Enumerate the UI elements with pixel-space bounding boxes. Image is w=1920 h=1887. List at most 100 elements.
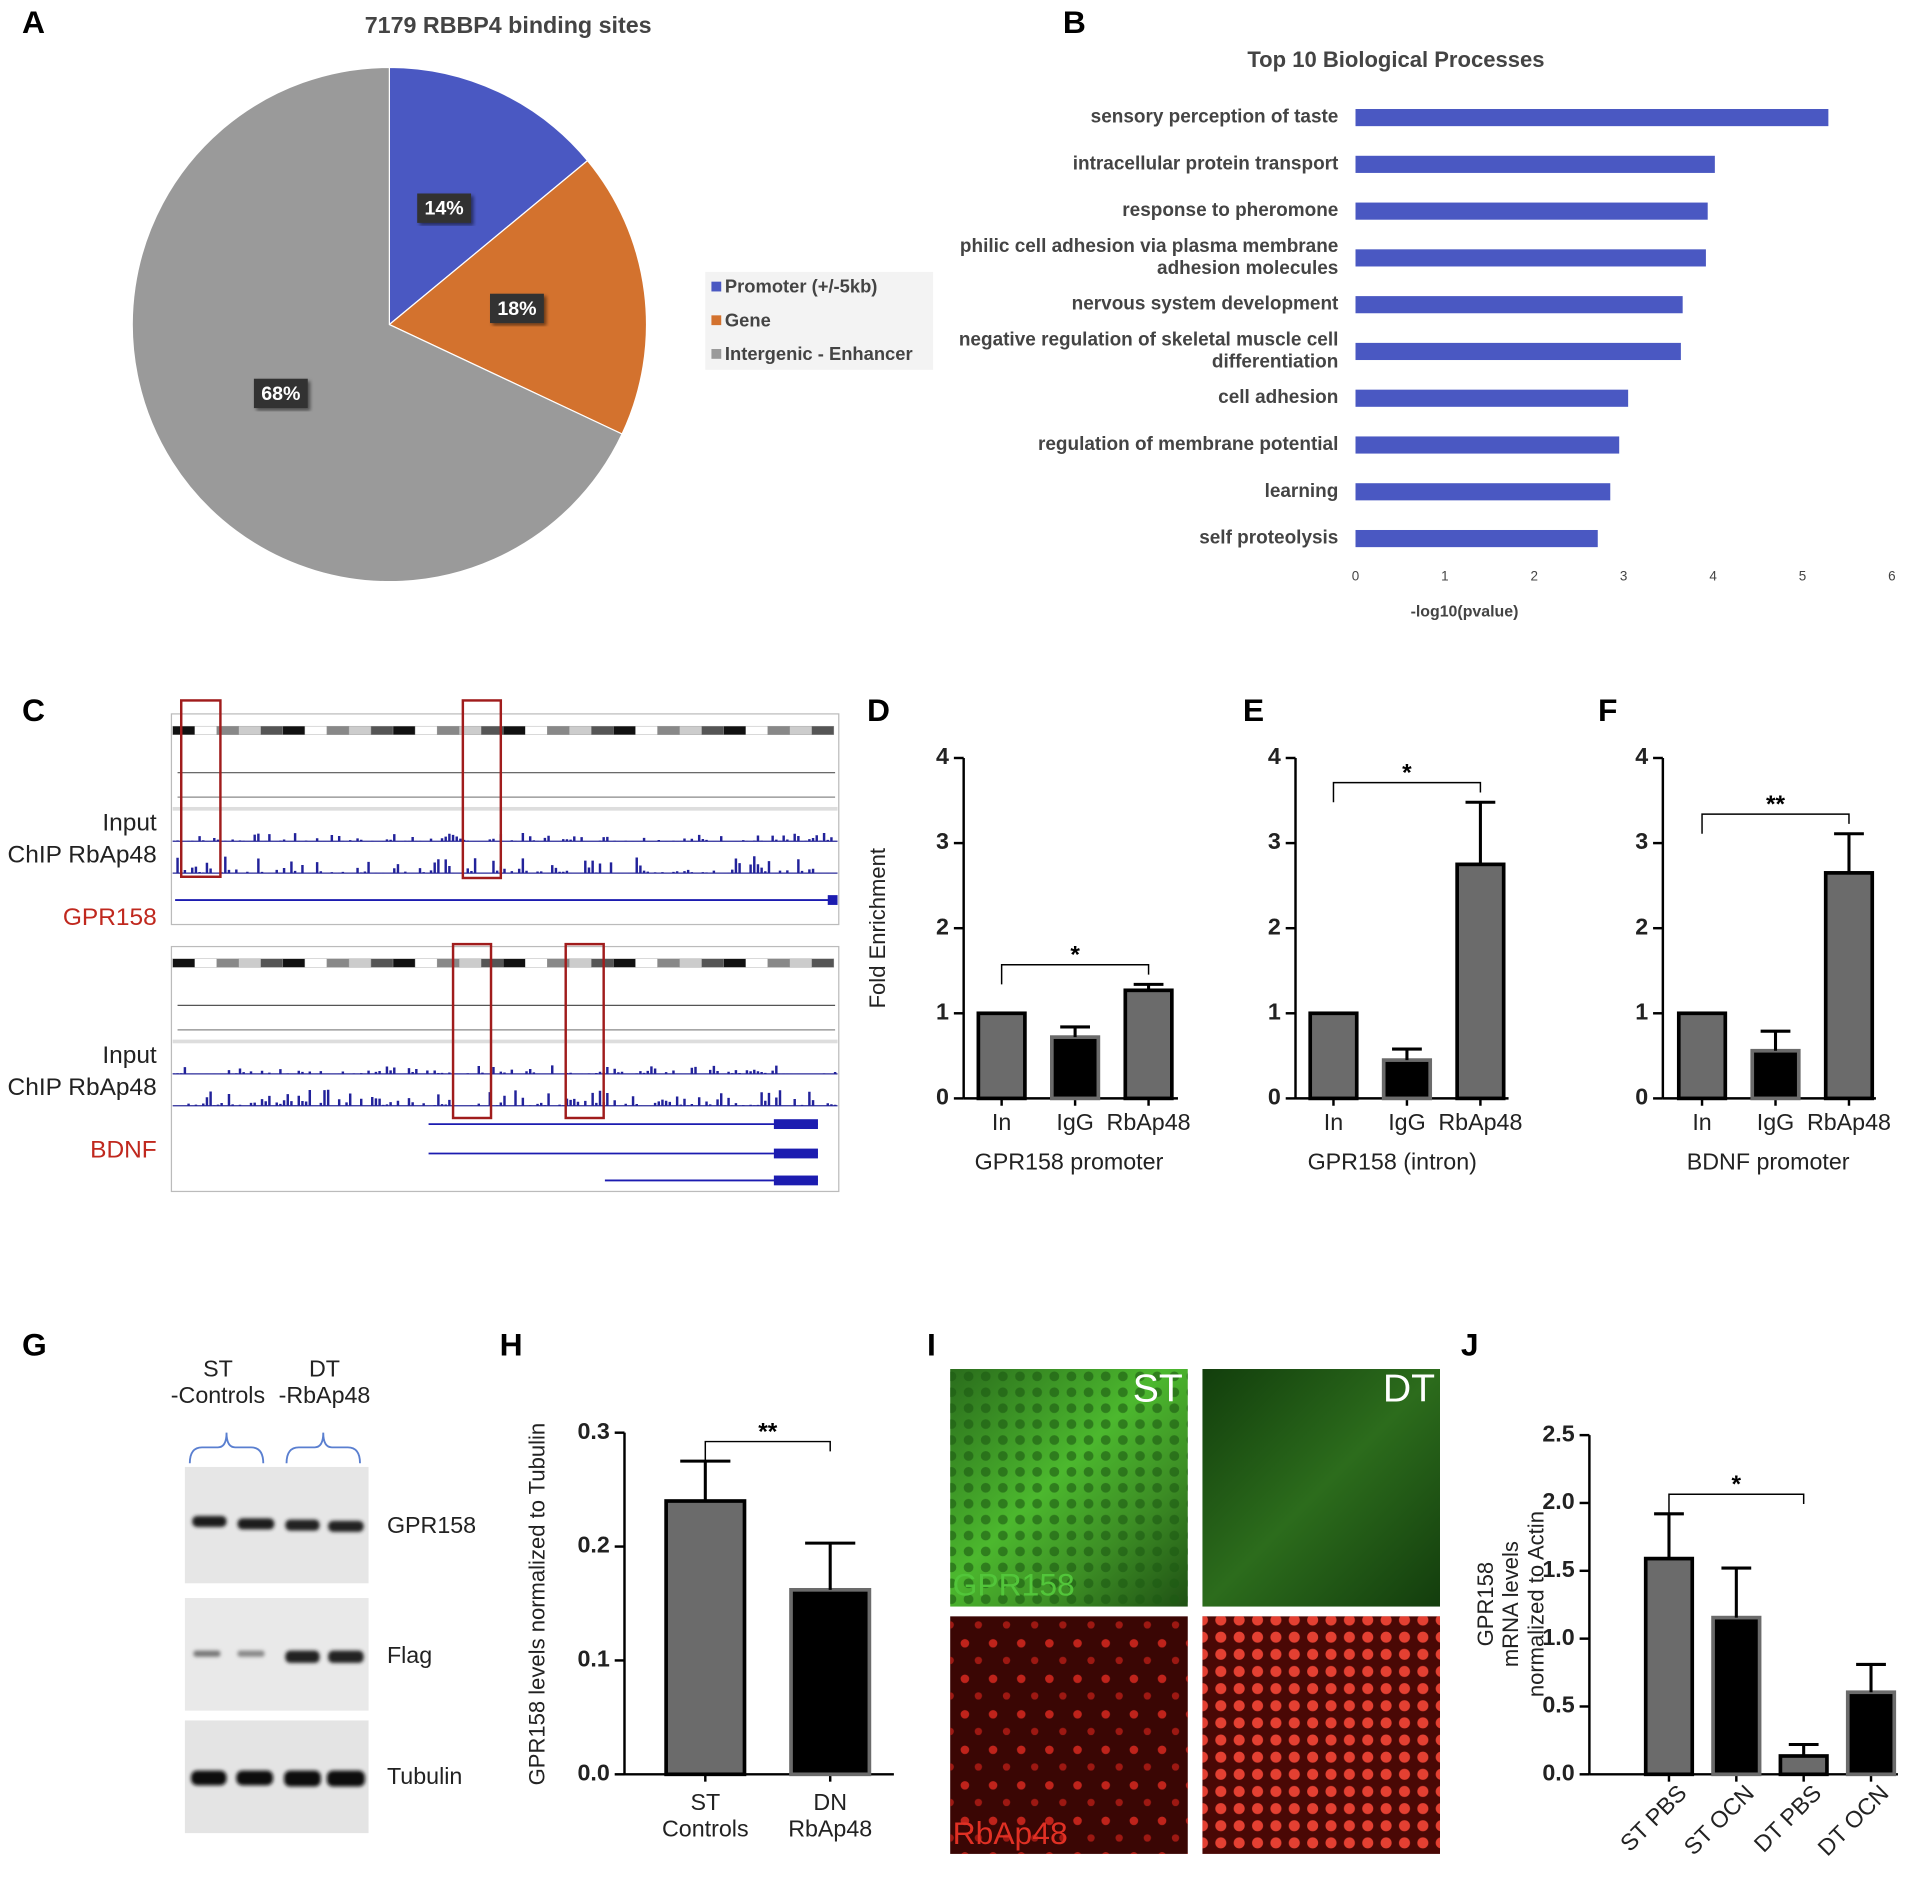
panel-letter: H [500, 1326, 523, 1362]
ideogram-band [723, 958, 746, 968]
genome-browser: Input ChIP RbAp48 GPR158 Input ChIP RbAp48 BD… [8, 699, 840, 1193]
x-axis-label: GPR158 (intron) [1308, 1148, 1477, 1174]
error-bar [1133, 982, 1164, 991]
x-axis-label: GPR158 promoter [975, 1148, 1164, 1174]
track-divider [172, 806, 838, 811]
y-tick-label: 3 [1268, 828, 1281, 854]
ideogram-band [414, 958, 438, 968]
browser-frame [170, 945, 840, 1193]
ideogram-band [635, 958, 658, 968]
category-label: philic cell adhesion via plasma membrane… [960, 236, 1338, 279]
micrograph-texture [1202, 1616, 1440, 1854]
ideogram-band [304, 958, 328, 968]
y-tick-label: 0.0 [577, 1759, 609, 1785]
bar [1643, 1556, 1695, 1777]
value-label-box [253, 378, 308, 409]
pie-slice [131, 66, 623, 583]
ideogram-band [679, 725, 702, 735]
browser-frame [170, 713, 840, 926]
y-tick-label: 4 [1635, 743, 1648, 769]
error-bar [1721, 1566, 1752, 1618]
highlight-box [180, 699, 222, 878]
x-tick-label: 5 [1799, 568, 1806, 583]
x-tick-label: RbAp48 [1107, 1109, 1191, 1135]
ideogram-band [789, 725, 813, 735]
ideogram-band [260, 958, 284, 968]
legend [705, 271, 934, 370]
highlight-box [461, 699, 503, 880]
legend-label: Promoter (+/-5kb) [725, 276, 878, 297]
error-bar [1788, 1742, 1819, 1756]
panel-letter: F [1598, 692, 1617, 728]
micrograph [1202, 1369, 1440, 1607]
ideogram-band [436, 958, 460, 968]
chart-title: Top 10 Biological Processes [1247, 47, 1544, 72]
bar [1711, 1615, 1762, 1777]
y-tick-label: 1.0 [1542, 1624, 1574, 1650]
ideogram-band [326, 958, 350, 968]
gene-label: GPR158 [63, 904, 157, 931]
y-tick-label: 0.0 [1542, 1759, 1574, 1785]
x-tick-label: 2 [1531, 568, 1538, 583]
x-tick-label: ST PBS [1615, 1780, 1692, 1857]
significance-bracket [1701, 813, 1850, 834]
ideogram-band [282, 958, 306, 968]
panel-letter: B [1063, 4, 1086, 40]
highlight-box [451, 942, 493, 1120]
bar [1355, 389, 1629, 407]
ideogram-band [348, 958, 372, 968]
bar [1355, 483, 1611, 501]
x-tick-label: ST OCN [1679, 1780, 1759, 1860]
chart-title: 7179 RBBP4 binding sites [365, 12, 652, 38]
x-tick-label: IgG [1757, 1109, 1794, 1135]
ideogram-band [282, 725, 306, 735]
ideogram-band [679, 958, 702, 968]
ideogram-band [216, 958, 239, 968]
legend-swatch [711, 281, 722, 292]
x-tick-label: DT OCN [1812, 1780, 1893, 1861]
bar [1455, 862, 1506, 1101]
bar [1845, 1690, 1897, 1777]
x-tick-label: In [1324, 1109, 1343, 1135]
panel-letter: C [22, 692, 45, 728]
ideogram-band [767, 725, 790, 735]
signal [176, 856, 837, 874]
x-axis-label: BDNF promoter [1687, 1148, 1850, 1174]
bar [1123, 988, 1174, 1101]
micrograph-texture [950, 1369, 1188, 1607]
legend-label: Intergenic - Enhancer [725, 343, 913, 364]
value-label: 68% [261, 383, 300, 405]
blot-row-label: Flag [387, 1642, 432, 1668]
ideogram-band [436, 725, 460, 735]
significance-bracket [1668, 1493, 1805, 1514]
micrographs [950, 1369, 1440, 1854]
bar [976, 1011, 1027, 1101]
blot-images [184, 1432, 369, 1834]
bar [1355, 529, 1598, 548]
bar [1676, 1011, 1728, 1101]
ideogram-band [657, 958, 680, 968]
panel-letter: J [1461, 1326, 1479, 1362]
significance-bracket [1332, 781, 1482, 803]
ideogram-band [370, 725, 394, 735]
bar [1050, 1035, 1101, 1101]
legend-swatch [711, 349, 722, 359]
ideogram-band [569, 725, 592, 735]
error-bar [1392, 1047, 1422, 1061]
x-tick-label: RbAp48 [1807, 1109, 1891, 1135]
significance-label: * [1402, 760, 1412, 787]
bar [1750, 1048, 1801, 1101]
ideogram-band [613, 958, 636, 968]
ideogram-band [459, 958, 482, 968]
ideogram-band [525, 958, 548, 968]
bar [789, 1587, 872, 1777]
y-tick-label: 4 [936, 743, 949, 769]
ideogram-band [392, 958, 416, 968]
y-tick-label: 3 [1635, 828, 1648, 854]
category-label: response to pheromone [1122, 200, 1338, 221]
bar [1355, 109, 1829, 127]
category-label: intracellular protein transport [1073, 153, 1339, 174]
y-tick-label: 2.0 [1542, 1488, 1574, 1514]
significance-label: * [1732, 1471, 1742, 1498]
